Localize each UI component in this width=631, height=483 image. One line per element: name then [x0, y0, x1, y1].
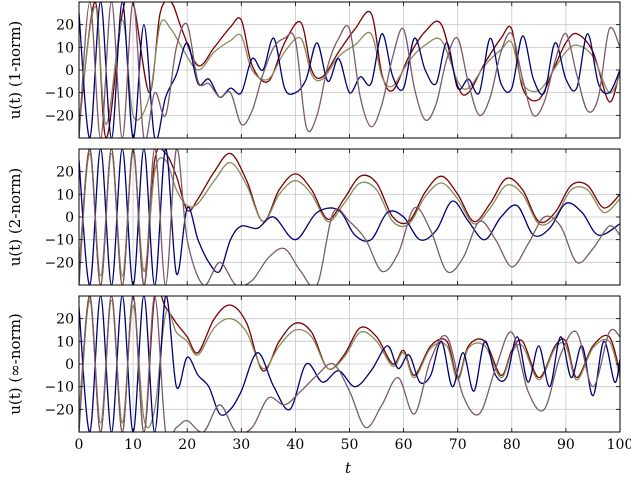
y-tick-label: −10 — [44, 380, 74, 396]
panel-inf-norm: −20 −10 0 10 20 0 10 20 30 40 50 60 70 80 90 100 u(t) (∞… — [6, 295, 631, 453]
y-tick-label: −20 — [44, 255, 74, 271]
y-axis-label: u(t) (1-norm) — [6, 21, 24, 120]
series-line-4 — [79, 149, 620, 285]
x-tick-label: 90 — [557, 437, 575, 453]
x-tick-label: 0 — [75, 437, 84, 453]
x-tick-label: 60 — [395, 437, 413, 453]
y-tick-label: 10 — [56, 334, 74, 350]
y-tick-label: 0 — [65, 63, 74, 79]
y-tick-label: 20 — [56, 165, 74, 181]
y-tick-label: 20 — [56, 18, 74, 34]
x-tick-label: 30 — [232, 437, 250, 453]
y-tick-label: −20 — [44, 108, 74, 124]
panel-1-norm: −20 −10 0 10 20 u(t) (1-norm) — [6, 1, 621, 139]
y-tick-label: 20 — [56, 312, 74, 328]
x-tick-label: 10 — [124, 437, 142, 453]
x-tick-label: 70 — [449, 437, 467, 453]
x-tick-label: 80 — [503, 437, 521, 453]
y-axis-label: u(t) (∞-norm) — [6, 313, 24, 415]
x-tick-label: 100 — [607, 437, 631, 453]
x-tick-label: 50 — [341, 437, 359, 453]
series-group — [79, 2, 620, 138]
y-tick-label: −10 — [44, 86, 74, 102]
series-line-3 — [79, 296, 620, 432]
y-tick-label: 10 — [56, 40, 74, 56]
x-tick-label: 40 — [286, 437, 304, 453]
y-tick-label: −20 — [44, 402, 74, 418]
y-axis-label: u(t) (2-norm) — [6, 168, 24, 267]
series-line-4 — [79, 2, 620, 138]
y-tick-label: 10 — [56, 187, 74, 203]
series-line-3 — [79, 2, 620, 138]
x-tick-label: 20 — [178, 437, 196, 453]
y-tick-label: 0 — [65, 210, 74, 226]
y-tick-label: −10 — [44, 233, 74, 249]
series-line-3 — [79, 149, 620, 285]
panel-2-norm: −20 −10 0 10 20 u(t) (2-norm) — [6, 148, 621, 286]
series-line-2 — [79, 5, 620, 126]
y-tick-label: 0 — [65, 357, 74, 373]
series-group — [79, 149, 620, 285]
series-line-4 — [79, 296, 620, 432]
x-axis-label: t — [345, 459, 352, 477]
